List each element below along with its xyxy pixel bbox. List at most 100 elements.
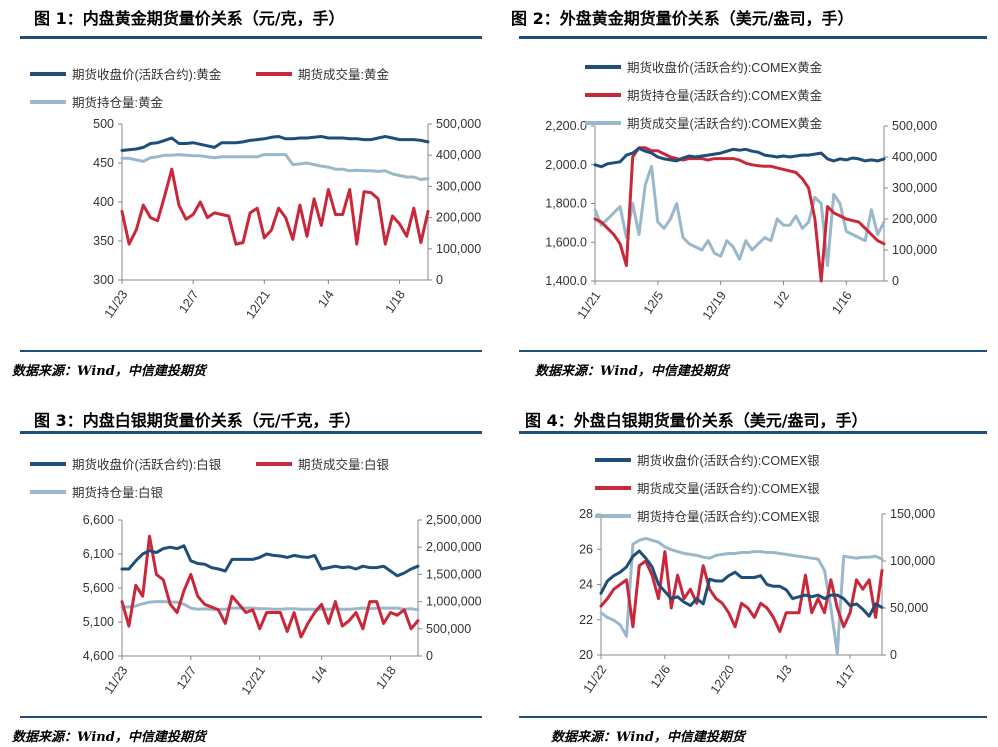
left-tick-label: 4,600 <box>83 649 114 663</box>
left-tick-label: 20 <box>579 648 593 662</box>
right-tick-label: 300,000 <box>892 181 937 195</box>
x-tick-label: 1/18 <box>383 288 408 316</box>
x-tick-label: 12/7 <box>176 288 201 316</box>
series-line <box>120 153 430 181</box>
right-tick-label: 100,000 <box>892 243 937 257</box>
legend-label: 期货持仓量(活跃合约):COMEX银 <box>637 509 820 524</box>
left-tick-label: 400 <box>93 195 114 209</box>
right-tick-label: 500,000 <box>892 119 937 133</box>
x-tick-label: 1/3 <box>773 663 794 685</box>
figure-3-source: 数据来源：Wind，中信建投期货 <box>12 730 206 745</box>
series-line <box>120 544 420 578</box>
x-tick-label: 12/6 <box>648 663 673 691</box>
left-tick-label: 6,600 <box>83 513 114 527</box>
legend-label: 期货持仓量(活跃合约):COMEX黄金 <box>627 88 823 103</box>
figure-4-chart: 20 22 24 26 28 0 50,000 100,000 150,000 11/22 12/6… <box>579 453 935 697</box>
x-tick-label: 11/23 <box>102 288 131 321</box>
series-line <box>599 549 884 618</box>
right-tick-label: 0 <box>436 273 443 287</box>
figure-4-top-rule <box>519 431 987 434</box>
right-tick-label: 500,000 <box>426 622 471 636</box>
left-tick-label: 5,100 <box>83 615 114 629</box>
right-tick-label: 200,000 <box>436 211 481 225</box>
figure-1: 图 1：内盘黄金期货量价关系（元/克，手） 300 350 400 450 500 0 10… <box>0 0 499 379</box>
x-tick-label: 1/16 <box>829 289 854 317</box>
legend-label: 期货收盘价(活跃合约):白银 <box>72 457 222 472</box>
legend-label: 期货持仓量:黄金 <box>72 95 163 110</box>
figure-2-chart: 1,400.0 1,600.0 1,800.0 2,000.0 2,200.0 0 100,… <box>545 60 937 323</box>
figure-4: 图 4：外盘白银期货量价关系（美元/盎司，手） 20 22 24 26 28 0 50,00… <box>499 374 998 747</box>
left-tick-label: 300 <box>93 273 114 287</box>
figure-2-source: 数据来源：Wind，中信建投期货 <box>535 364 729 379</box>
x-tick-label: 1/17 <box>833 663 858 691</box>
right-tick-label: 50,000 <box>890 601 928 615</box>
figure-4-title: 图 4：外盘白银期货量价关系（美元/盎司，手） <box>525 411 868 430</box>
right-tick-label: 2,500,000 <box>426 513 482 527</box>
right-tick-label: 400,000 <box>892 150 937 164</box>
right-tick-label: 100,000 <box>890 554 935 568</box>
x-tick-label: 12/7 <box>174 664 199 692</box>
x-tick-label: 1/2 <box>770 289 791 311</box>
legend-label: 期货成交量:白银 <box>298 457 389 472</box>
legend-label: 期货成交量(活跃合约):COMEX银 <box>637 481 820 496</box>
figure-2-top-rule <box>519 36 987 39</box>
right-tick-label: 0 <box>892 274 899 288</box>
x-tick-label: 11/22 <box>581 663 610 696</box>
x-tick-label: 12/5 <box>641 289 666 317</box>
left-tick-label: 2,200.0 <box>545 119 587 133</box>
x-tick-label: 1/4 <box>309 664 330 686</box>
figure-3-bottom-rule <box>20 716 482 718</box>
left-tick-label: 2,000.0 <box>545 158 587 172</box>
series-line <box>593 146 886 169</box>
left-tick-label: 28 <box>579 507 593 521</box>
legend-label: 期货收盘价(活跃合约):COMEX银 <box>637 453 820 468</box>
series-line <box>599 536 884 655</box>
series-line <box>593 164 886 267</box>
legend-label: 期货持仓量:白银 <box>72 485 163 500</box>
left-tick-label: 500 <box>93 117 114 131</box>
x-tick-label: 12/20 <box>708 663 737 697</box>
legend-label: 期货成交量:黄金 <box>298 67 389 82</box>
left-tick-label: 6,100 <box>83 547 114 561</box>
figure-1-bottom-rule <box>20 350 482 352</box>
right-tick-label: 0 <box>890 648 897 662</box>
figure-1-top-rule <box>20 36 482 39</box>
right-tick-label: 150,000 <box>890 507 935 521</box>
series-line <box>593 146 886 283</box>
left-tick-label: 450 <box>93 156 114 170</box>
right-tick-label: 2,000,000 <box>426 540 482 554</box>
figure-2-title: 图 2：外盘黄金期货量价关系（美元/盎司，手） <box>511 9 854 28</box>
legend-label: 期货成交量(活跃合约):COMEX黄金 <box>627 116 823 131</box>
series-line <box>120 534 420 639</box>
x-tick-label: 12/19 <box>700 289 729 323</box>
left-tick-label: 24 <box>579 578 593 592</box>
left-tick-label: 26 <box>579 542 593 556</box>
left-tick-label: 5,600 <box>83 581 114 595</box>
figure-1-chart: 300 350 400 450 500 0 100,000 200,000 300,000 400… <box>30 67 481 322</box>
right-tick-label: 200,000 <box>892 212 937 226</box>
left-tick-label: 1,600.0 <box>545 235 587 249</box>
figure-2: 图 2：外盘黄金期货量价关系（美元/盎司，手） 1,400.0 1,600.0 1,… <box>499 0 998 379</box>
right-tick-label: 1,500,000 <box>426 567 482 581</box>
x-tick-label: 11/21 <box>575 289 604 322</box>
right-tick-label: 500,000 <box>436 117 481 131</box>
x-tick-label: 12/21 <box>243 288 272 322</box>
figure-3-chart: 4,600 5,100 5,600 6,100 6,600 0 500,000 1,000,0… <box>30 457 482 698</box>
figure-3: 图 3：内盘白银期货量价关系（元/千克，手） 4,600 5,100 5,600 6,… <box>0 374 499 747</box>
figure-1-source: 数据来源：Wind，中信建投期货 <box>12 364 206 379</box>
legend-label: 期货收盘价(活跃合约):黄金 <box>72 67 222 82</box>
figure-2-bottom-rule <box>519 350 987 352</box>
x-tick-label: 1/18 <box>373 664 398 692</box>
figure-4-bottom-rule <box>519 716 987 718</box>
right-tick-label: 400,000 <box>436 148 481 162</box>
figure-1-title: 图 1：内盘黄金期货量价关系（元/克，手） <box>34 9 345 28</box>
left-tick-label: 22 <box>579 613 593 627</box>
right-tick-label: 300,000 <box>436 179 481 193</box>
x-tick-label: 12/21 <box>239 664 268 698</box>
left-tick-label: 1,400.0 <box>545 274 587 288</box>
figure-3-top-rule <box>20 431 482 434</box>
left-tick-label: 1,800.0 <box>545 197 587 211</box>
figure-4-source: 数据来源：Wind，中信建投期货 <box>551 730 745 745</box>
right-tick-label: 1,000,000 <box>426 595 482 609</box>
x-tick-label: 1/4 <box>315 288 336 310</box>
